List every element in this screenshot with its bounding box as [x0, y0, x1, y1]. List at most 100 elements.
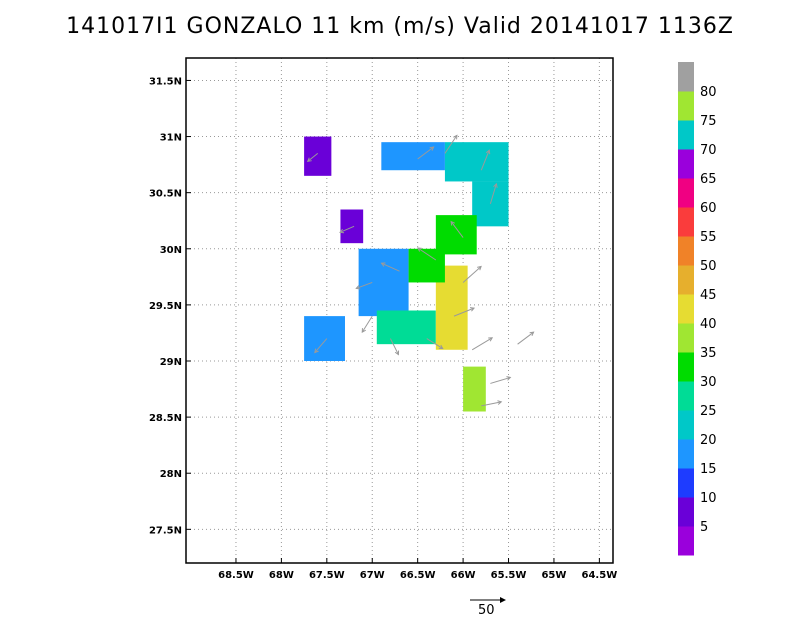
wind-vector-head [355, 285, 361, 290]
colorbar-label: 60 [700, 201, 717, 216]
wind-vector-shaft [444, 135, 458, 154]
colorbar-segment [678, 410, 694, 440]
wind-vector-head [361, 328, 366, 333]
wind-vector [481, 400, 503, 407]
reference-vector-label: 50 [478, 603, 495, 618]
x-tick-label: 64.5W [582, 570, 618, 581]
wind-vectors [306, 134, 535, 407]
colorbar-segment [678, 381, 694, 411]
wind-vector-head [477, 265, 482, 271]
colorbar-label: 20 [700, 433, 717, 448]
wind-vector [444, 134, 458, 154]
wind-vector [380, 262, 400, 272]
wind-speed-cell [340, 209, 364, 244]
y-tick-label: 28.5N [149, 413, 182, 424]
colorbar-label: 45 [700, 288, 717, 303]
wind-vector-head [314, 348, 319, 354]
wind-vector [417, 146, 435, 160]
colorbar-segment [678, 526, 694, 556]
reference-vector: 50 [470, 597, 506, 618]
wind-vector [517, 331, 535, 345]
wind-speed-cell [358, 248, 409, 317]
wind-vector [450, 220, 464, 238]
wind-vector-shaft [417, 247, 437, 261]
colorbar-label: 55 [700, 230, 717, 245]
colorbar-label: 25 [700, 404, 717, 419]
wind-vector-head [450, 220, 455, 226]
wind-vector-head [429, 146, 435, 151]
wind-vector [314, 338, 328, 354]
wind-vector-shaft [481, 401, 502, 407]
y-axis-ticks: 27.5N 28N 28.5N 29N 29.5N 30N 30.5N 31N 31.5N [149, 76, 191, 536]
wind-vector-shaft [339, 225, 355, 233]
wind-speed-cell [376, 310, 436, 345]
wind-vector [490, 376, 512, 384]
wind-vector [471, 337, 494, 351]
colorbar-segment [678, 439, 694, 469]
wind-vector-head [497, 400, 503, 405]
colorbar-segment [678, 265, 694, 295]
wind-vector-head [506, 376, 512, 381]
x-tick-label: 66W [451, 570, 476, 581]
wind-vector-shaft [426, 338, 444, 349]
colorbar-segment [678, 91, 694, 121]
wind-vector-head [488, 337, 494, 342]
wind-vector-shaft [417, 146, 434, 160]
reference-vector-head [500, 597, 506, 603]
wind-vector [489, 182, 498, 205]
wind-vector [462, 265, 482, 283]
wind-vector [306, 152, 319, 163]
wind-vector-head [493, 182, 498, 188]
x-tick-label: 68.5W [218, 570, 254, 581]
wind-vector [339, 225, 355, 234]
wind-vector-head [469, 307, 475, 312]
wind-vector [480, 149, 491, 171]
wind-speed-cell [463, 366, 486, 412]
wind-vector-head [485, 149, 491, 155]
wind-vector-shaft [489, 183, 497, 205]
y-tick-label: 29.5N [149, 301, 182, 312]
wind-vector-shaft [389, 338, 399, 355]
wind-vector-head [438, 344, 444, 350]
colorbar-segment [678, 62, 694, 92]
x-tick-label: 66.5W [400, 570, 436, 581]
wind-vector-shaft [462, 266, 482, 283]
wind-vector-shaft [450, 221, 464, 238]
colorbar-segment [678, 236, 694, 266]
wind-speed-cell [304, 316, 345, 361]
wind-vector-head [416, 247, 422, 252]
wind-vector [416, 247, 437, 261]
wind-vector-shaft [517, 331, 534, 345]
x-axis-ticks: 68.5W 68W 67.5W 67W 66.5W 66W 65.5W 65W 64.5W [218, 558, 617, 581]
wind-vector [361, 315, 373, 333]
y-tick-label: 31N [160, 133, 182, 144]
chart-title: 141017I1 GONZALO 11 km (m/s) Valid 20141… [66, 14, 734, 39]
colorbar-label: 40 [700, 317, 717, 332]
wind-speed-cell [435, 215, 477, 255]
wind-vector [355, 281, 373, 290]
colorbar-label: 50 [700, 259, 717, 274]
plot-frame [185, 57, 614, 564]
wind-vector-shaft [480, 150, 490, 171]
colorbar-segment [678, 323, 694, 353]
colorbar-segment [678, 120, 694, 150]
colorbar-segment [678, 497, 694, 527]
colorbar-label: 5 [700, 520, 708, 535]
wind-vector-head [394, 350, 400, 356]
colorbar-segment [678, 294, 694, 324]
colorbar-label: 65 [700, 172, 717, 187]
colorbar-label: 70 [700, 143, 717, 158]
colorbar-segment [678, 149, 694, 179]
x-tick-label: 65W [541, 570, 566, 581]
y-tick-label: 27.5N [149, 525, 182, 536]
colorbar-segment [678, 468, 694, 498]
colorbar: 5 10 15 20 25 30 35 40 45 50 55 60 65 70 75 80 [678, 62, 717, 556]
y-tick-label: 28N [160, 469, 182, 480]
y-tick-label: 31.5N [149, 76, 182, 87]
x-tick-label: 67W [360, 570, 385, 581]
x-tick-label: 67.5W [309, 570, 345, 581]
colorbar-label: 10 [700, 491, 717, 506]
wind-speed-cell [304, 136, 332, 176]
colorbar-label: 35 [700, 346, 717, 361]
